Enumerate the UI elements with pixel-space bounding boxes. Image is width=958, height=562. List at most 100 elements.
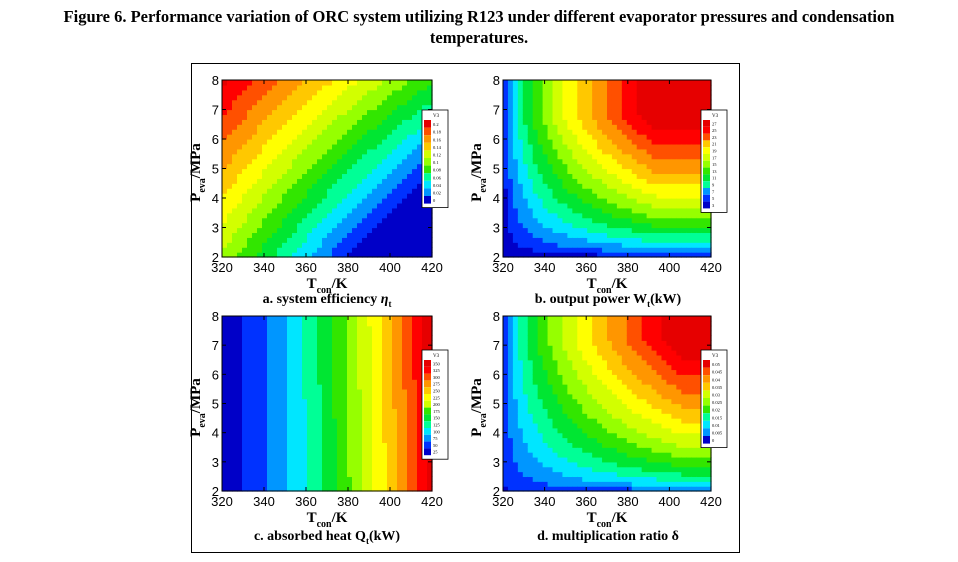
contour-cell xyxy=(567,143,573,150)
contour-cell xyxy=(706,80,712,86)
contour-cell xyxy=(537,237,544,243)
contour-cell xyxy=(402,481,408,487)
contour-cell xyxy=(307,471,313,478)
contour-cell xyxy=(507,129,514,135)
contour-cell xyxy=(422,252,428,258)
contour-cell xyxy=(377,335,383,341)
contour-cell xyxy=(362,148,368,155)
contour-cell xyxy=(252,340,258,346)
contour-cell xyxy=(407,456,413,463)
legend-label: 0.08 xyxy=(433,168,442,173)
contour-cell xyxy=(377,109,383,116)
contour-cell xyxy=(387,466,393,473)
contour-cell xyxy=(661,207,668,214)
contour-cell xyxy=(392,227,398,234)
contour-cell xyxy=(681,227,687,234)
contour-cell xyxy=(676,173,682,179)
contour-cell xyxy=(357,237,363,243)
contour-cell xyxy=(696,80,702,86)
contour-cell xyxy=(352,447,358,453)
contour-cell xyxy=(307,388,313,395)
contour-cell xyxy=(402,320,408,327)
contour-cell xyxy=(616,227,623,234)
contour-cell xyxy=(666,232,672,238)
contour-cell xyxy=(512,340,519,346)
contour-cell xyxy=(417,325,423,332)
contour-cell xyxy=(367,437,373,443)
contour-cell xyxy=(587,84,593,91)
contour-cell xyxy=(522,207,529,214)
contour-cell xyxy=(252,471,258,478)
contour-cell xyxy=(372,398,378,405)
contour-cell xyxy=(402,202,408,209)
legend-swatch xyxy=(703,167,710,175)
contour-cell xyxy=(582,227,588,234)
contour-cell xyxy=(577,247,583,253)
contour-cell xyxy=(327,129,333,135)
contour-cell xyxy=(332,379,338,385)
contour-cell xyxy=(602,212,608,219)
contour-cell xyxy=(387,163,393,170)
contour-cell xyxy=(277,207,283,214)
contour-cell xyxy=(337,129,343,135)
chart-panel-3: 320 340 360 380 400 4202345678Tcon/KPeva/MPac… xyxy=(188,309,449,546)
contour-cell xyxy=(277,325,283,332)
contour-cell xyxy=(247,442,253,448)
contour-cell xyxy=(257,442,263,448)
contour-cell xyxy=(417,456,423,463)
contour-cell xyxy=(242,129,248,135)
contour-cell xyxy=(312,129,318,135)
contour-cell xyxy=(701,222,707,229)
contour-cell xyxy=(607,237,613,243)
contour-cell xyxy=(582,212,588,219)
contour-cell xyxy=(407,408,413,414)
contour-cell xyxy=(372,139,378,145)
contour-cell xyxy=(387,456,393,463)
contour-cell xyxy=(646,227,653,234)
contour-cell xyxy=(347,466,353,473)
contour-cell xyxy=(317,237,323,243)
contour-cell xyxy=(641,173,648,179)
contour-cell xyxy=(646,94,653,101)
contour-cell xyxy=(262,403,268,409)
contour-cell xyxy=(527,442,534,448)
contour-cell xyxy=(287,408,293,414)
contour-cell xyxy=(227,374,233,380)
contour-cell xyxy=(392,354,398,361)
contour-cell xyxy=(352,437,358,443)
contour-cell xyxy=(327,89,333,96)
contour-cell xyxy=(547,193,554,199)
contour-cell xyxy=(626,119,633,125)
contour-cell xyxy=(671,163,677,170)
contour-cell xyxy=(342,422,348,429)
contour-cell xyxy=(227,345,233,351)
contour-cell xyxy=(417,408,423,414)
contour-cell xyxy=(527,124,534,130)
contour-cell xyxy=(332,432,338,439)
contour-cell xyxy=(417,461,423,468)
contour-cell xyxy=(602,129,608,135)
contour-cell xyxy=(302,335,308,341)
contour-cell xyxy=(317,384,323,390)
contour-cell xyxy=(267,456,273,463)
contour-cell xyxy=(651,193,658,199)
contour-cell xyxy=(522,340,529,346)
contour-cell xyxy=(322,242,328,248)
contour-cell xyxy=(611,80,618,86)
contour-cell xyxy=(307,193,313,199)
contour-cell xyxy=(347,237,353,243)
contour-cell xyxy=(557,124,564,130)
contour-cell xyxy=(242,340,248,346)
contour-cell xyxy=(292,80,298,86)
contour-cell xyxy=(252,139,258,145)
contour-cell xyxy=(367,340,373,346)
contour-cell xyxy=(626,134,633,140)
contour-cell xyxy=(562,139,568,145)
contour-cell xyxy=(402,476,408,482)
contour-cell xyxy=(242,345,248,351)
contour-cell xyxy=(522,359,529,366)
contour-cell xyxy=(587,114,593,120)
contour-cell xyxy=(367,212,373,219)
contour-cell xyxy=(297,325,303,332)
contour-cell xyxy=(267,340,273,346)
